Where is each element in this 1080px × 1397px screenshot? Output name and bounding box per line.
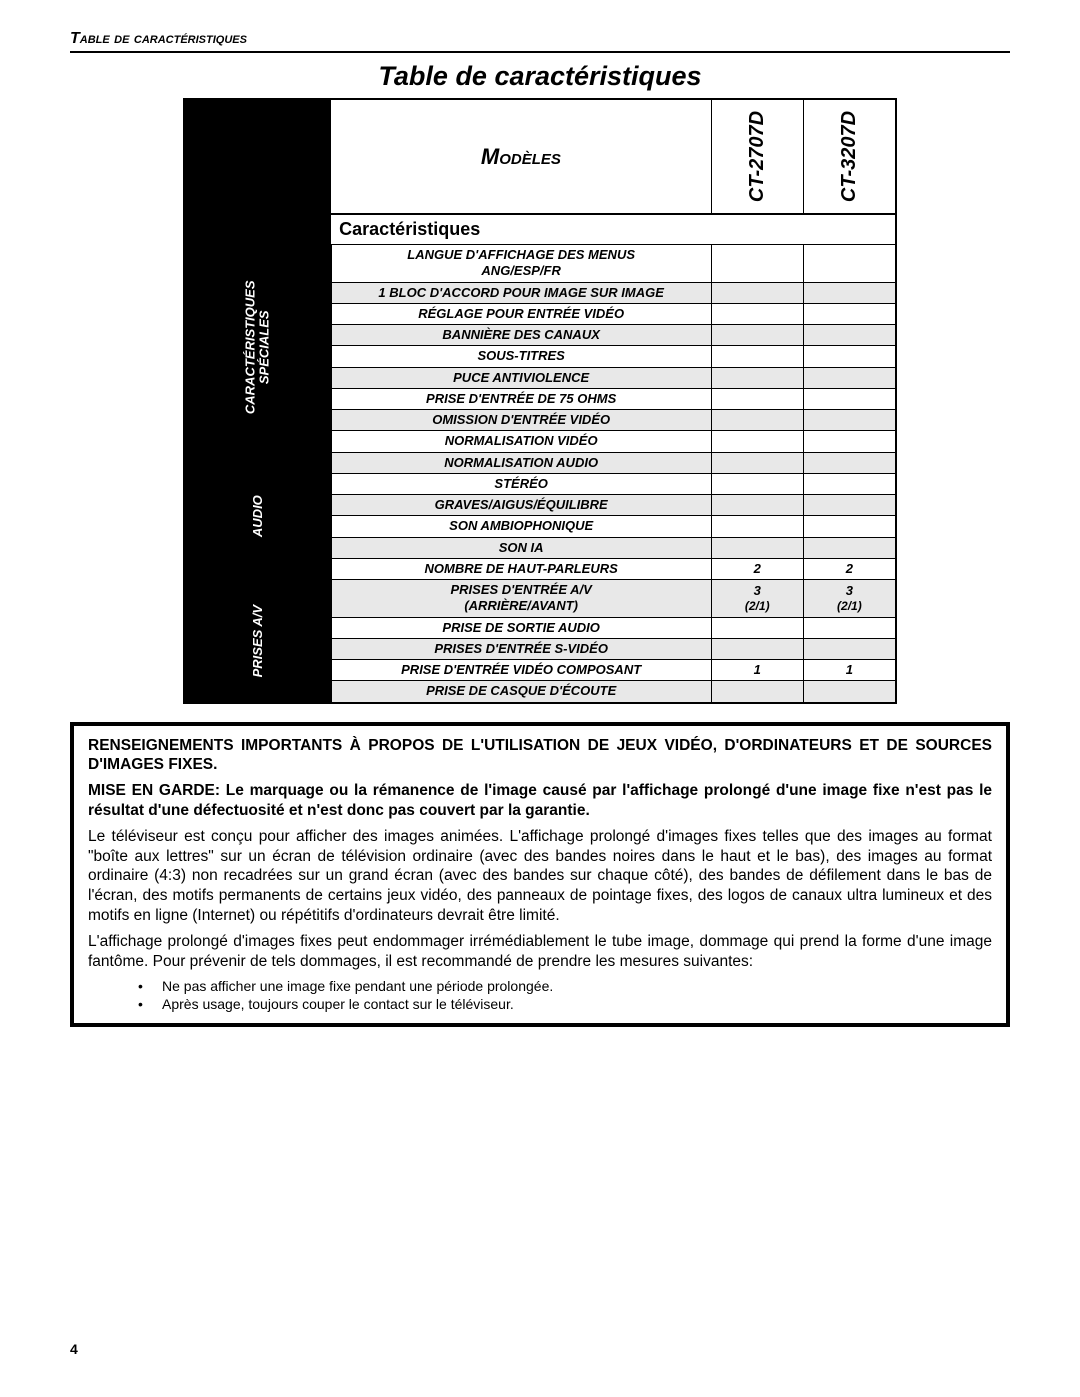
value-cell [711,617,803,638]
feature-label: SOUS-TITRES [331,346,711,367]
value-cell: 3(2/1) [711,580,803,618]
value-cell [803,537,896,558]
info-para2: L'affichage prolongé d'images fixes peut… [88,932,992,972]
features-header: Caractéristiques [331,214,896,245]
feature-label: PRISE DE CASQUE D'ÉCOUTE [331,681,711,703]
value-cell [711,367,803,388]
value-cell: 1 [803,660,896,681]
value-cell [803,516,896,537]
value-cell [803,681,896,703]
value-cell [803,638,896,659]
table-row: PRISES A/VPRISES D'ENTRÉE A/V(ARRIÈRE/AV… [184,580,896,618]
value-cell [711,473,803,494]
value-cell [711,681,803,703]
feature-label: GRAVES/AIGUS/ÉQUILIBRE [331,495,711,516]
value-cell [711,325,803,346]
value-cell: 3(2/1) [803,580,896,618]
feature-label: PRISE DE SORTIE AUDIO [331,617,711,638]
table-row: AUDIONORMALISATION AUDIO [184,452,896,473]
category-cell: CARACTÉRISTIQUESSPÉCIALES [184,245,331,453]
value-cell [803,410,896,431]
value-cell [711,516,803,537]
feature-label: LANGUE D'AFFICHAGE DES MENUSANG/ESP/FR [331,245,711,283]
value-cell [711,495,803,516]
value-cell [803,431,896,452]
list-item: Après usage, toujours couper le contact … [138,996,992,1014]
value-cell [803,325,896,346]
page-title: Table de caractéristiques [70,61,1010,92]
page-header: Table de caractéristiques [70,30,247,47]
feature-label: STÉRÉO [331,473,711,494]
feature-label: NORMALISATION VIDÉO [331,431,711,452]
feature-label: SON AMBIOPHONIQUE [331,516,711,537]
value-cell [711,537,803,558]
model-col-0: CT-2707D [746,111,769,202]
feature-table: Modèles CT-2707D CT-3207D Caractéristiqu… [183,98,897,704]
models-row: Modèles CT-2707D CT-3207D [184,99,896,214]
feature-label: BANNIÈRE DES CANAUX [331,325,711,346]
feature-label: PRISES D'ENTRÉE S-VIDÉO [331,638,711,659]
value-cell [803,495,896,516]
value-cell [803,617,896,638]
info-warning: MISE EN GARDE: Le marquage ou la rémanen… [88,781,992,821]
value-cell [803,245,896,283]
feature-label: PRISES D'ENTRÉE A/V(ARRIÈRE/AVANT) [331,580,711,618]
info-para1: Le téléviseur est conçu pour afficher de… [88,827,992,926]
feature-label: PUCE ANTIVIOLENCE [331,367,711,388]
value-cell [803,473,896,494]
category-cell: AUDIO [184,452,331,580]
features-header-row: Caractéristiques [184,214,896,245]
value-cell [711,346,803,367]
feature-label: OMISSION D'ENTRÉE VIDÉO [331,410,711,431]
value-cell [803,346,896,367]
value-cell [711,388,803,409]
value-cell [711,638,803,659]
feature-label: PRISE D'ENTRÉE DE 75 OHMS [331,388,711,409]
page-number: 4 [70,1341,78,1357]
value-cell: 2 [803,558,896,579]
value-cell [711,452,803,473]
value-cell [803,388,896,409]
feature-label: 1 BLOC D'ACCORD POUR IMAGE SUR IMAGE [331,282,711,303]
value-cell [711,282,803,303]
value-cell [711,431,803,452]
feature-label: NOMBRE DE HAUT-PARLEURS [331,558,711,579]
value-cell [803,452,896,473]
value-cell [711,245,803,283]
models-header: Modèles [331,99,711,214]
value-cell [711,303,803,324]
info-box: RENSEIGNEMENTS IMPORTANTS À PROPOS DE L'… [70,722,1010,1028]
value-cell: 2 [711,558,803,579]
model-col-1: CT-3207D [838,111,861,202]
info-bullets: Ne pas afficher une image fixe pendant u… [88,978,992,1014]
value-cell [803,367,896,388]
value-cell: 1 [711,660,803,681]
value-cell [803,282,896,303]
feature-label: PRISE D'ENTRÉE VIDÉO COMPOSANT [331,660,711,681]
feature-label: NORMALISATION AUDIO [331,452,711,473]
list-item: Ne pas afficher une image fixe pendant u… [138,978,992,996]
feature-label: SON IA [331,537,711,558]
category-cell: PRISES A/V [184,580,331,703]
table-row: CARACTÉRISTIQUESSPÉCIALESLANGUE D'AFFICH… [184,245,896,283]
value-cell [803,303,896,324]
info-heading: RENSEIGNEMENTS IMPORTANTS À PROPOS DE L'… [88,736,992,776]
feature-label: RÉGLAGE POUR ENTRÉE VIDÉO [331,303,711,324]
value-cell [711,410,803,431]
